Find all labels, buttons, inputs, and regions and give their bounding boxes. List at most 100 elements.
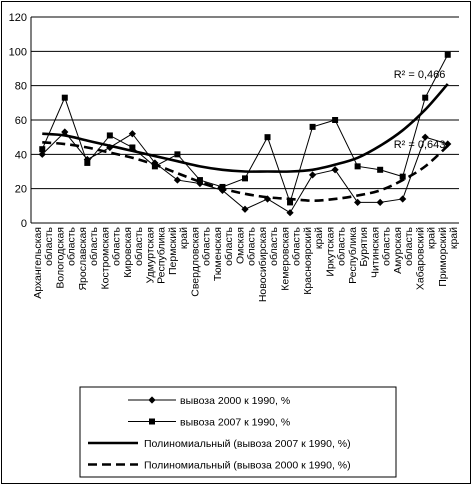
data-point-diamond [376, 198, 384, 206]
category-label-line: область [110, 226, 122, 265]
data-point-square [377, 166, 384, 173]
data-point-square [61, 94, 68, 101]
category-label: Иркутскаяобласть [325, 226, 348, 276]
x-tick-label: Хабаровскийкрай [415, 227, 438, 290]
data-point-square [264, 134, 271, 141]
data-point-diamond [286, 209, 294, 217]
y-axis: 0 20 40 60 80 100 120 [9, 12, 27, 230]
category-label: Костромскаяобласть [99, 226, 122, 289]
data-point-diamond [354, 198, 362, 206]
category-label-line: область [381, 226, 393, 265]
category-label-line: Новосибирская [257, 227, 269, 302]
legend: вывоза 2000 к 1990, % вывоза 2007 к 1990,… [79, 386, 397, 478]
category-label: Красноярскийкрай [302, 227, 325, 295]
series-1 [39, 51, 451, 206]
category-label-line: Амурская [392, 227, 404, 274]
data-point-square [354, 163, 361, 170]
category-label: УдмуртскаяРеспублика [144, 227, 167, 284]
x-tick-label: Кемеровскаяобласть [280, 226, 303, 290]
category-label: Читинскаяобласть [370, 226, 393, 277]
category-label-line: Ярославская [77, 227, 89, 291]
category-label-line: Омская [235, 227, 247, 264]
data-point-square [219, 183, 226, 190]
data-point-square [399, 173, 406, 180]
data-point-square [287, 199, 294, 206]
data-point-square [106, 132, 113, 139]
data-point-diamond [444, 140, 452, 148]
trend-line [42, 141, 449, 202]
legend-box [79, 386, 397, 478]
category-label-line: область [200, 226, 212, 265]
x-tick-label: РеспубликаБурятия [347, 227, 370, 284]
data-point-square [332, 117, 339, 123]
category-label-line: Приморский [437, 227, 449, 287]
y-tick-label: 120 [9, 12, 27, 24]
data-point-square [242, 175, 248, 182]
data-point-square [444, 51, 451, 58]
category-label-line: Иркутская [325, 227, 337, 277]
x-tick-label: Тюменскаяобласть [212, 226, 235, 281]
category-label: Ярославскаяобласть [77, 226, 100, 290]
legend-item: Полиномиальный (вывоза 2007 к 1990, %) [88, 438, 351, 450]
category-label: Приморскийкрай [437, 227, 460, 287]
category-label-line: Кемеровская [280, 227, 292, 291]
legend-item: вывоза 2007 к 1990, % [128, 417, 290, 429]
x-tick-label: Костромскаяобласть [99, 226, 122, 289]
data-point-square [151, 163, 158, 170]
category-label: Пермскийкрай [167, 227, 190, 275]
category-label: Кемеровскаяобласть [280, 226, 303, 290]
category-label-line: край [178, 227, 190, 249]
category-label-line: Красноярский [302, 227, 314, 295]
data-point-diamond [38, 150, 46, 158]
y-tick-label: 20 [15, 184, 27, 196]
x-tick-label: Читинскаяобласть [370, 226, 393, 277]
category-label-line: область [65, 226, 77, 265]
data-point-diamond [331, 166, 339, 174]
category-label-line: Читинская [370, 227, 382, 278]
r-squared-label: R² = 0,643 [394, 139, 446, 151]
legend-label: вывоза 2000 к 1990, % [180, 395, 290, 407]
legend-item: вывоза 2000 к 1990, % [128, 395, 290, 407]
x-axis: Архангельскаяобласть Вологодскаяобласть Яр… [32, 226, 460, 302]
y-tick-label: 0 [21, 218, 27, 230]
category-label-line: Костромская [99, 227, 111, 290]
category-label-line: область [43, 226, 55, 265]
plot-area [38, 51, 452, 217]
legend-label: Полиномиальный (вывоза 2000 к 1990, %) [144, 460, 351, 472]
category-label-line: область [246, 226, 258, 265]
legend-marker-square [149, 418, 155, 425]
x-tick-label: Новосибирскаяобласть [257, 226, 280, 302]
legend-label: Полиномиальный (вывоза 2007 к 1990, %) [144, 438, 351, 450]
category-label-line: Республика [347, 227, 359, 284]
category-label-line: Кировская [122, 227, 134, 278]
data-point-square [39, 146, 46, 153]
category-label: Тюменскаяобласть [212, 226, 235, 281]
x-tick-label: Приморскийкрай [437, 227, 460, 287]
category-label: РеспубликаБурятия [347, 227, 370, 284]
x-tick-label: Ярославскаяобласть [77, 226, 100, 290]
category-label-line: область [336, 226, 348, 265]
x-tick-label: Кировскаяобласть [122, 226, 145, 277]
data-point-diamond [128, 130, 136, 138]
y-tick-label: 60 [15, 115, 27, 127]
category-label-line: край [313, 227, 325, 249]
category-label: Хабаровскийкрай [415, 227, 438, 290]
x-tick-label: Вологодскаяобласть [54, 226, 77, 288]
x-tick-label: Иркутскаяобласть [325, 226, 348, 276]
category-label-line: Бурятия [358, 227, 370, 267]
category-label: Архангельскаяобласть [32, 226, 55, 298]
category-label: Амурскаяобласть [392, 226, 415, 273]
x-tick-label: Омскаяобласть [235, 226, 258, 265]
y-tick-label: 40 [15, 149, 27, 161]
category-label-line: область [133, 226, 145, 265]
category-label-line: область [223, 226, 235, 265]
data-point-square [196, 177, 203, 184]
trend-line [42, 83, 449, 173]
data-point-diamond [399, 195, 407, 203]
series-2 [42, 83, 449, 173]
x-tick-label: Амурскаяобласть [392, 226, 415, 273]
legend-label: вывоза 2007 к 1990, % [180, 417, 290, 429]
category-label-line: Тюменская [212, 227, 224, 281]
